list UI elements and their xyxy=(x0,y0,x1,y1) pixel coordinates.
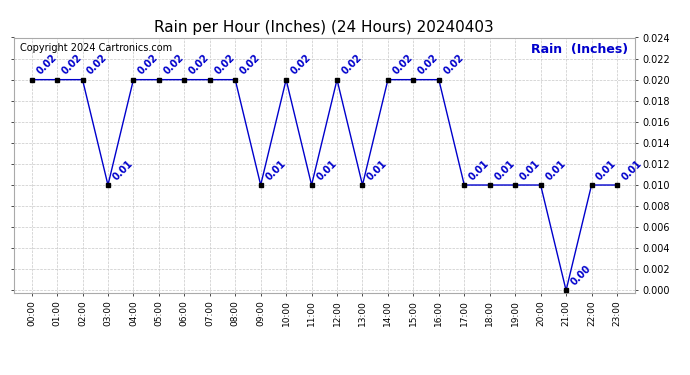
Text: Copyright 2024 Cartronics.com: Copyright 2024 Cartronics.com xyxy=(20,43,172,52)
Text: 0.02: 0.02 xyxy=(86,53,109,77)
Text: 0.02: 0.02 xyxy=(187,53,211,77)
Text: 0.01: 0.01 xyxy=(544,158,567,182)
Text: 0.02: 0.02 xyxy=(416,53,440,77)
Text: 0.02: 0.02 xyxy=(60,53,84,77)
Text: 0.01: 0.01 xyxy=(493,158,517,182)
Text: 0.00: 0.00 xyxy=(569,264,593,288)
Text: 0.02: 0.02 xyxy=(391,53,415,77)
Text: 0.01: 0.01 xyxy=(315,158,338,182)
Text: 0.01: 0.01 xyxy=(594,158,618,182)
Text: 0.02: 0.02 xyxy=(161,53,186,77)
Text: 0.01: 0.01 xyxy=(467,158,491,182)
Text: 0.02: 0.02 xyxy=(339,53,364,77)
Text: 0.02: 0.02 xyxy=(213,53,237,77)
Text: 0.01: 0.01 xyxy=(518,158,542,182)
Text: 0.01: 0.01 xyxy=(365,158,389,182)
Text: 0.02: 0.02 xyxy=(34,53,59,77)
Title: Rain per Hour (Inches) (24 Hours) 20240403: Rain per Hour (Inches) (24 Hours) 202404… xyxy=(155,20,494,35)
Text: 0.01: 0.01 xyxy=(111,158,135,182)
Text: Rain  (Inches): Rain (Inches) xyxy=(531,43,629,56)
Text: 0.01: 0.01 xyxy=(620,158,644,182)
Text: 0.02: 0.02 xyxy=(289,53,313,77)
Text: 0.01: 0.01 xyxy=(264,158,288,182)
Text: 0.02: 0.02 xyxy=(136,53,160,77)
Text: 0.02: 0.02 xyxy=(442,53,466,77)
Text: 0.02: 0.02 xyxy=(238,53,262,77)
